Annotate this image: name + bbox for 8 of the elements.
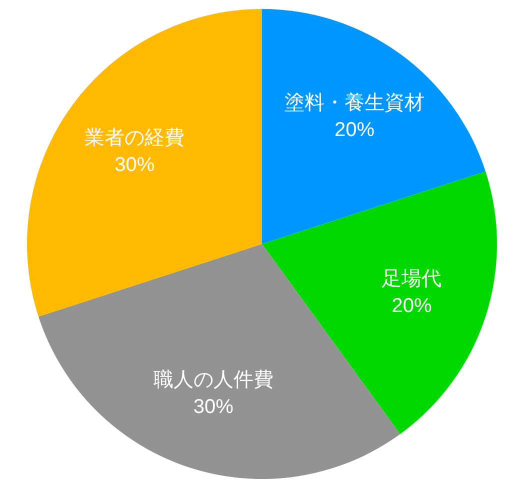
data-label: 20% [334, 119, 375, 142]
data-label: 20% [392, 295, 432, 318]
data-label: 30% [193, 396, 234, 418]
slice-label: 塗料・養生資材 [284, 92, 425, 114]
slice-label: 業者の経費 [84, 126, 185, 149]
data-label: 30% [114, 154, 155, 176]
slice-label: 足場代 [382, 268, 442, 290]
slice-label: 職人の人件費 [153, 369, 274, 392]
